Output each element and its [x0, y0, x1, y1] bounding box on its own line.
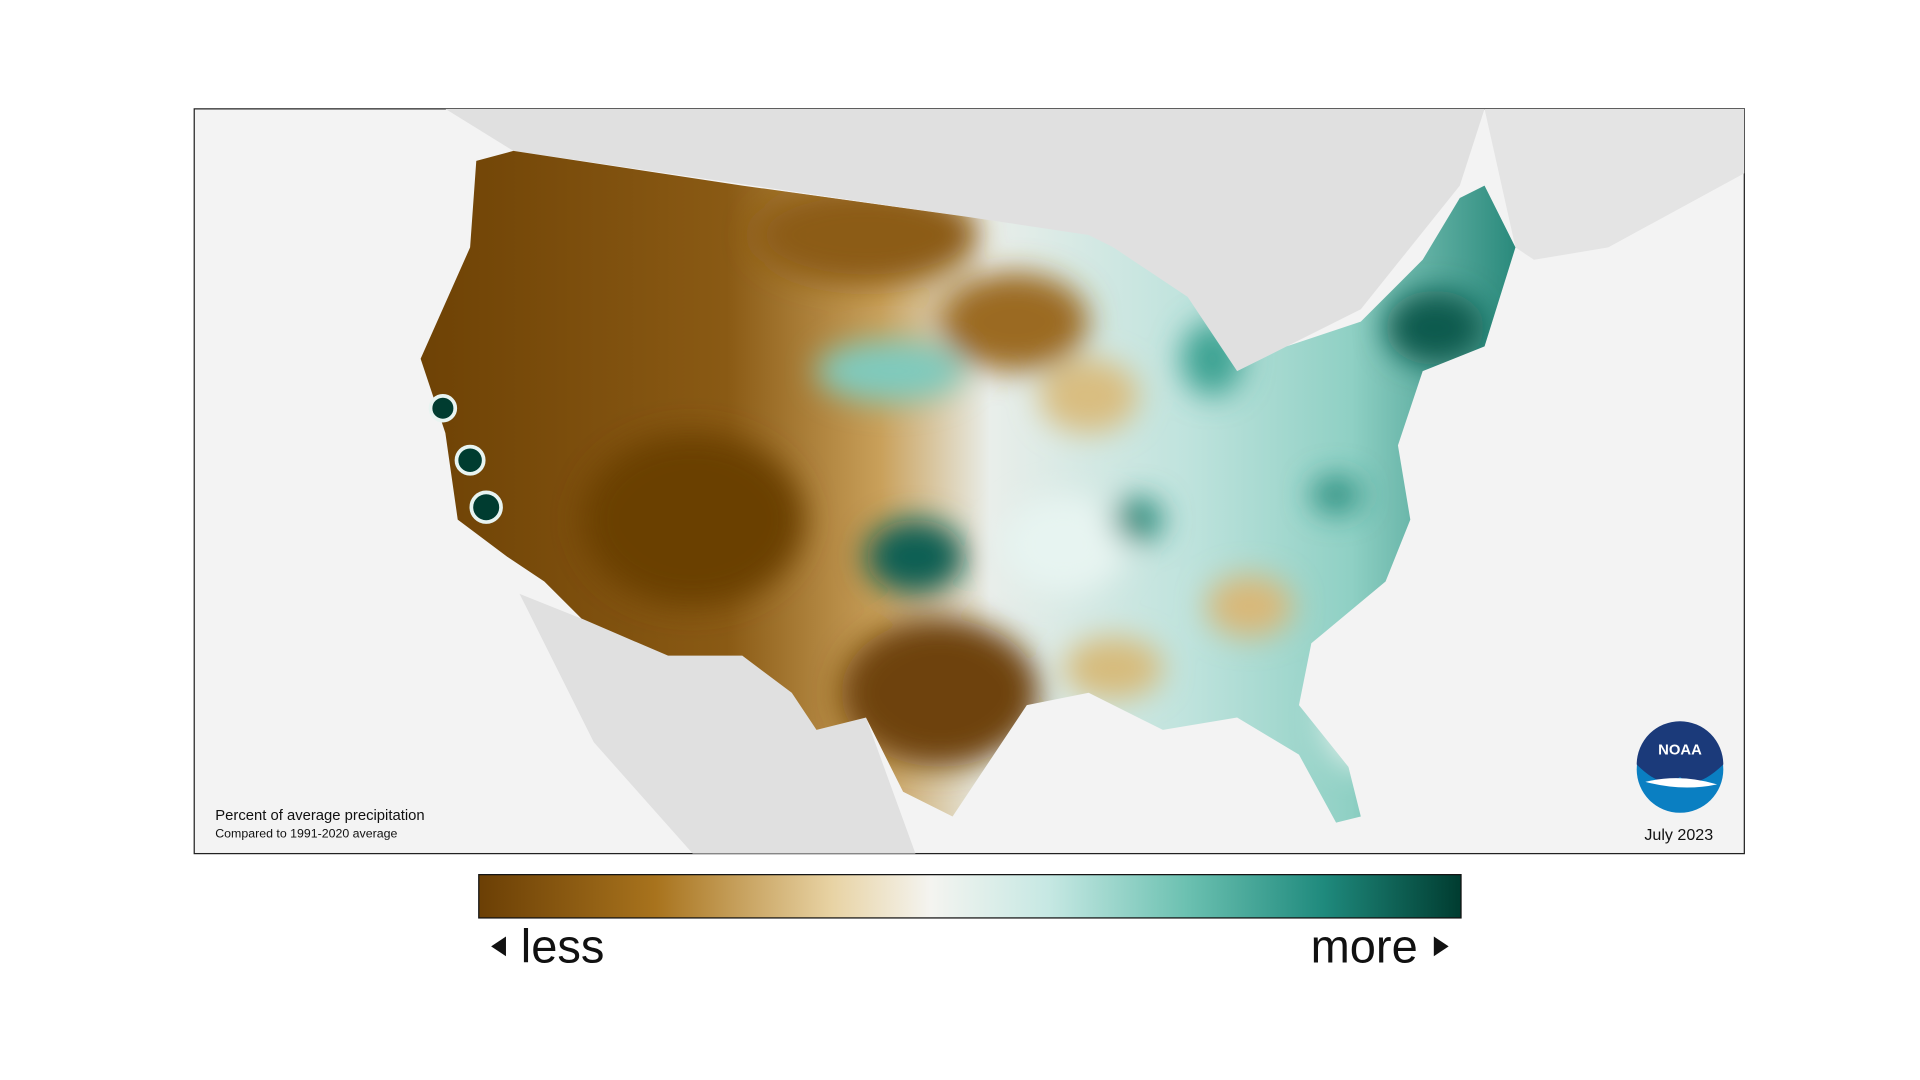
- legend-low: less: [521, 919, 605, 972]
- map-date: July 2023: [1644, 826, 1713, 844]
- noaa-logo: NOAA: [1636, 721, 1724, 813]
- background-land: [445, 108, 1745, 854]
- caption-subtitle: Compared to 1991-2020 average: [215, 827, 397, 841]
- color-bar: [478, 874, 1462, 919]
- less-arrow: [491, 936, 506, 957]
- legend-high: more: [1311, 919, 1418, 972]
- more-arrow: [1433, 936, 1449, 957]
- caption-title: Percent of average precipitation: [215, 808, 424, 824]
- logo-text: NOAA: [1658, 743, 1702, 759]
